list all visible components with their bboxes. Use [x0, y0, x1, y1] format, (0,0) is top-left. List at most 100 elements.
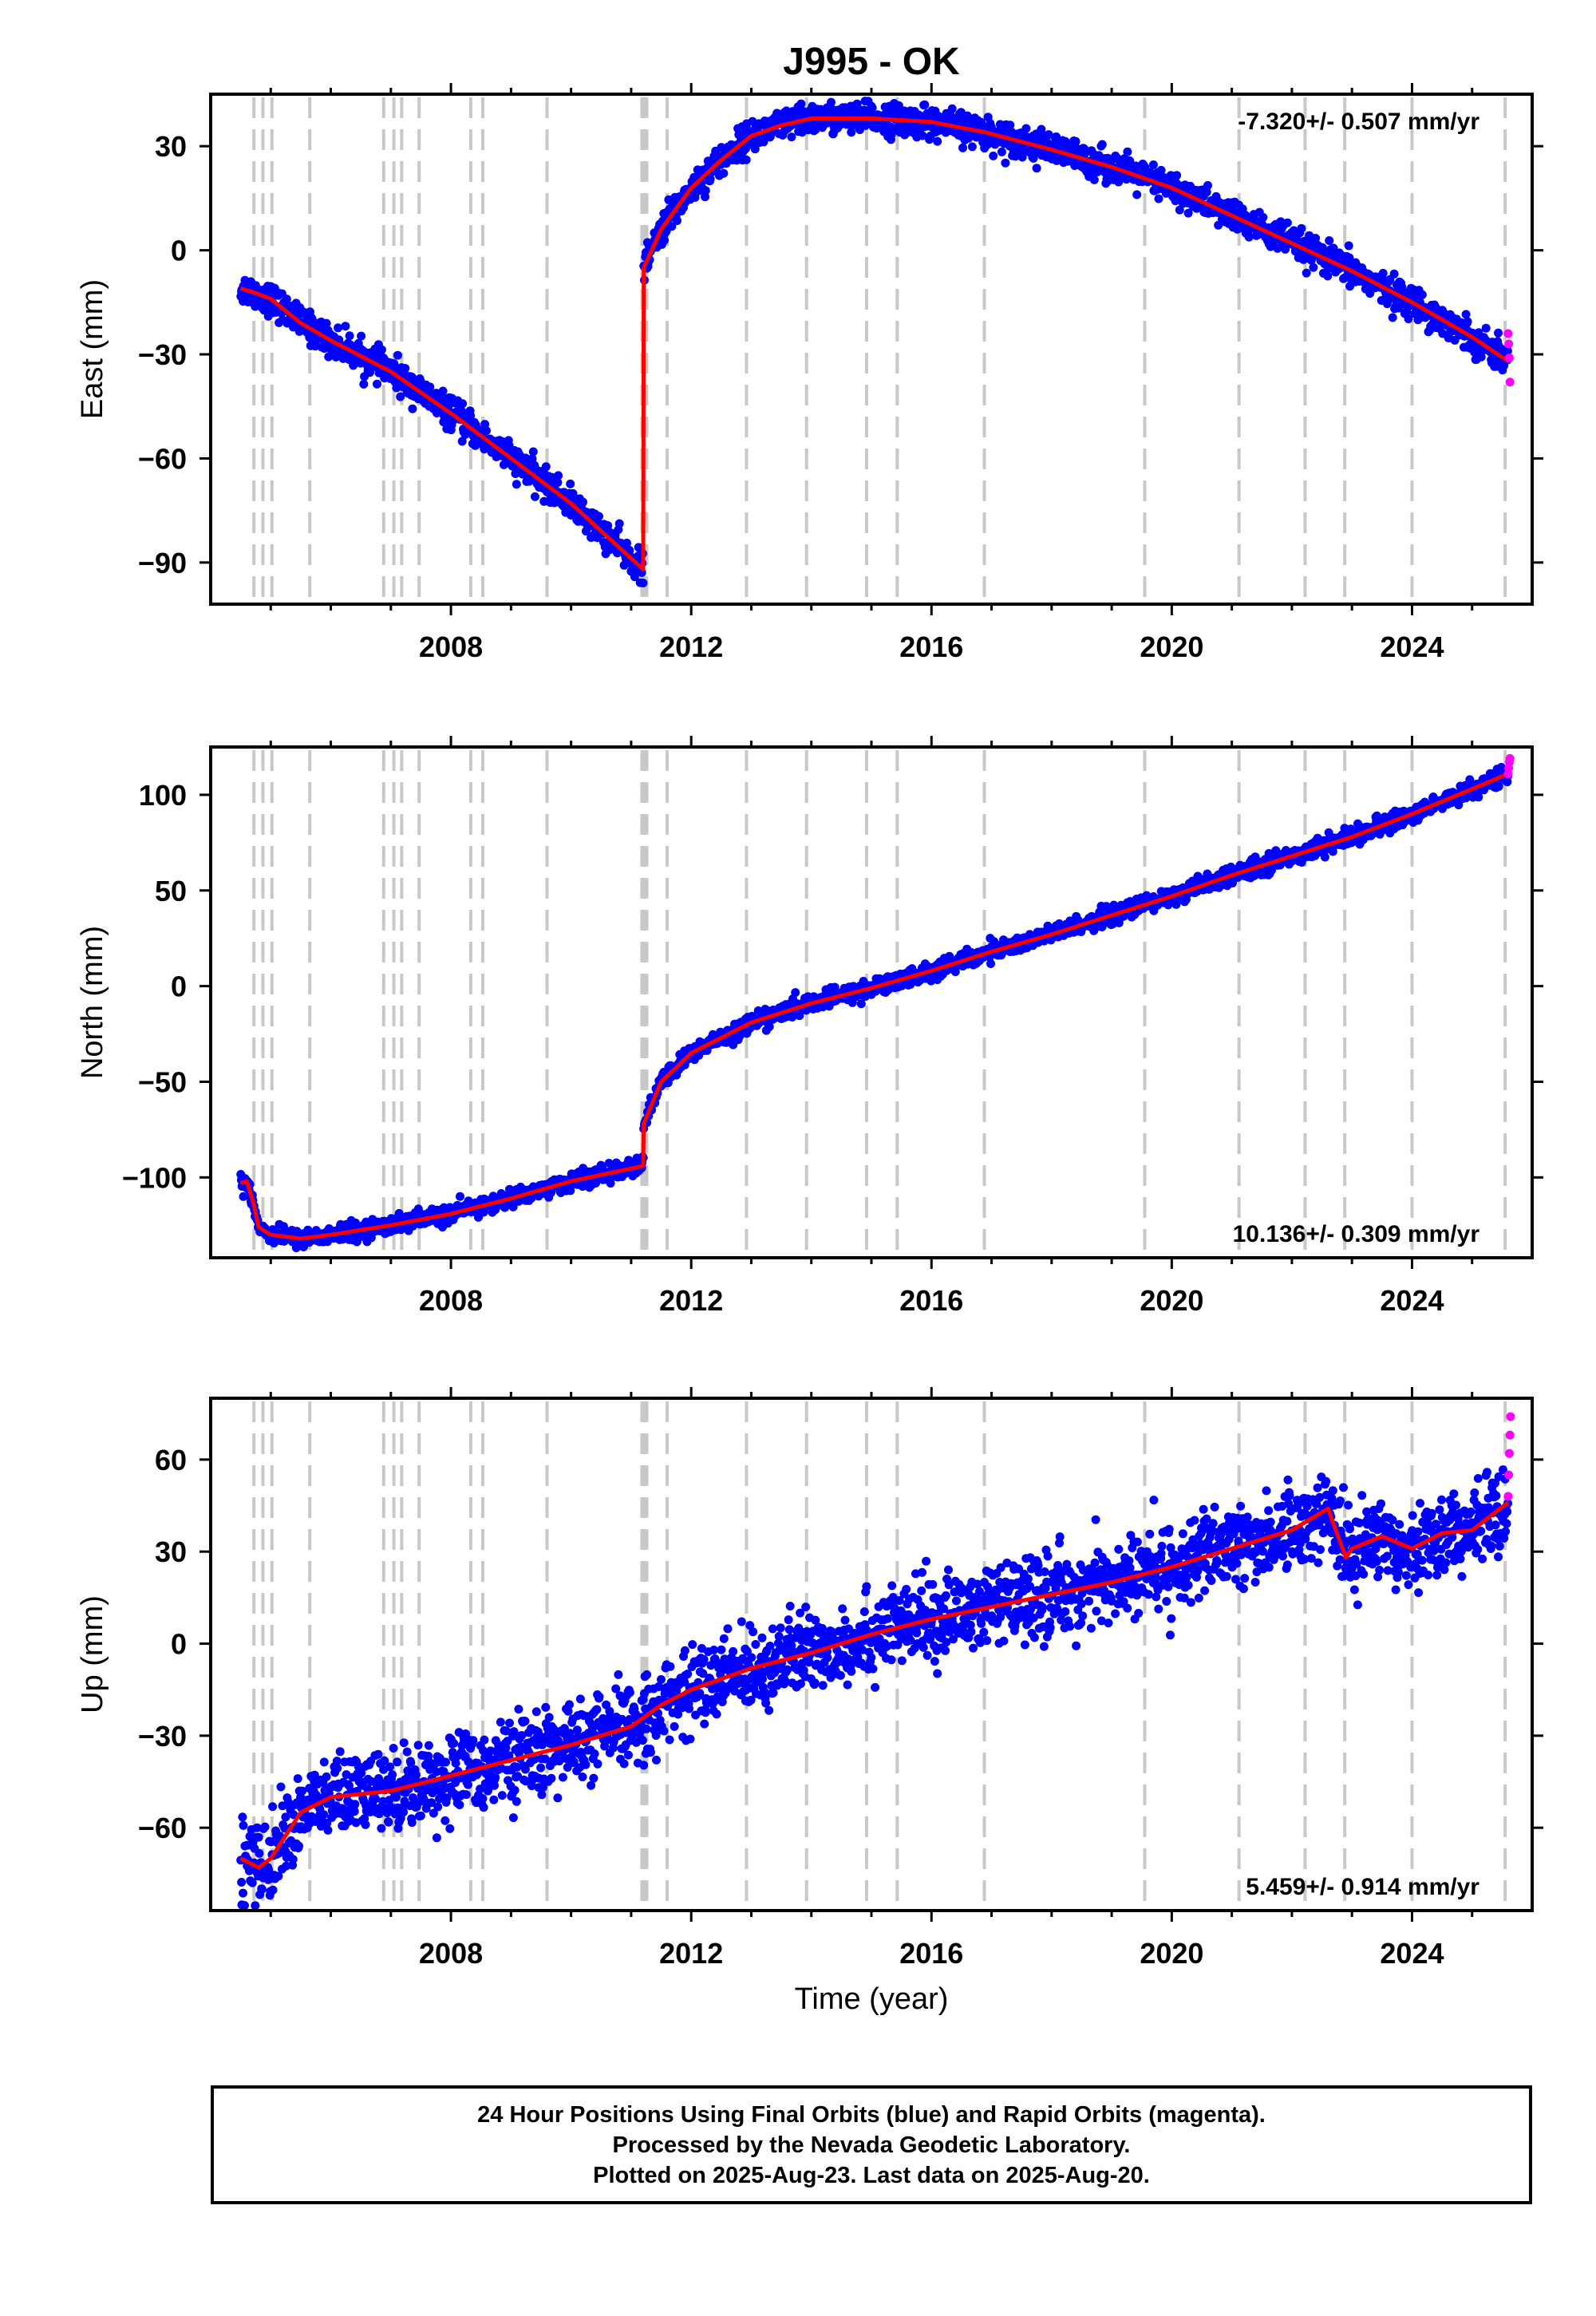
x-tick-label: 2016: [899, 1284, 963, 1317]
y-tick-label: 50: [155, 875, 187, 907]
y-tick-label: 30: [155, 130, 187, 163]
x-tick-label: 2020: [1140, 630, 1203, 663]
final-orbit-point: [1172, 171, 1182, 180]
y-tick-label: 0: [171, 970, 187, 1003]
final-orbit-point: [1001, 158, 1010, 168]
final-orbit-point: [1097, 140, 1107, 149]
final-orbit-point: [541, 462, 551, 472]
x-tick-label: 2012: [659, 1284, 723, 1317]
final-orbit-point: [345, 331, 354, 341]
final-orbit-point: [705, 174, 715, 184]
final-orbit-point: [438, 386, 448, 396]
final-orbit-point: [531, 492, 539, 501]
y-tick-label: −100: [122, 1161, 187, 1194]
final-orbit-point: [638, 579, 648, 587]
final-orbit-point: [393, 350, 402, 360]
final-orbit-point: [1417, 290, 1427, 299]
final-orbit-point: [622, 539, 631, 547]
final-orbit-point: [1071, 136, 1080, 146]
final-orbit-point: [614, 519, 624, 528]
final-orbit-point: [566, 479, 575, 488]
final-orbit-point: [827, 97, 836, 107]
plot-frame: [209, 93, 1534, 606]
final-orbit-point: [401, 364, 410, 373]
y-tick-label: −50: [138, 1065, 187, 1098]
final-orbit-point: [1481, 323, 1491, 333]
final-orbit-point: [554, 471, 563, 480]
y-tick-label: −60: [138, 442, 187, 475]
final-orbit-point: [1032, 164, 1041, 173]
final-orbit-point: [1132, 190, 1142, 200]
x-tick-label: 2008: [419, 630, 483, 663]
final-orbit-point: [1378, 268, 1388, 278]
final-orbit-point: [701, 192, 709, 202]
final-orbit-point: [667, 222, 677, 231]
final-orbit-point: [933, 136, 942, 146]
final-orbit-point: [1005, 121, 1015, 130]
final-orbit-point: [1302, 268, 1311, 278]
final-orbit-point: [482, 426, 491, 436]
final-orbit-point: [408, 404, 417, 413]
chart-title: J995 - OK: [783, 41, 960, 83]
final-orbit-point: [741, 155, 751, 164]
x-tick-label: 2008: [419, 1284, 483, 1317]
final-orbit-point: [1175, 205, 1184, 215]
final-orbit-point: [1258, 212, 1268, 222]
final-orbit-point: [357, 331, 366, 341]
model-line: [239, 116, 1510, 571]
x-tick-label: 2016: [899, 630, 963, 663]
final-orbit-point: [1389, 269, 1399, 279]
rapid-orbit-point: [1504, 353, 1514, 362]
rapid-orbit-point: [1505, 377, 1515, 387]
final-orbit-point: [701, 186, 710, 196]
final-orbit-point: [341, 322, 350, 331]
final-orbit-points: [236, 763, 1512, 1252]
final-orbit-point: [856, 999, 866, 1009]
final-orbit-point: [1021, 124, 1031, 133]
final-orbit-point: [1325, 236, 1334, 245]
final-orbit-point: [595, 512, 603, 521]
final-orbit-point: [1320, 852, 1329, 862]
final-orbit-point: [673, 216, 681, 225]
final-orbit-point: [750, 144, 760, 154]
final-orbit-point: [1203, 180, 1212, 190]
panels: 2008 2012 2016 2020 2024 30 0 −30 −60 −90 East (mm…: [76, 83, 1543, 1970]
final-orbit-point: [1148, 160, 1158, 169]
final-orbit-point: [660, 235, 669, 245]
final-orbit-point: [1388, 313, 1397, 322]
final-orbit-point: [1461, 310, 1471, 319]
final-orbit-point: [1463, 317, 1472, 326]
final-orbit-point: [1344, 241, 1353, 251]
y-tick-label: −90: [138, 547, 187, 579]
final-orbit-point: [867, 103, 877, 113]
final-orbit-point: [1089, 175, 1099, 184]
final-orbit-point: [1202, 188, 1211, 197]
y-axis-label: North (mm): [76, 926, 109, 1079]
final-orbit-point: [1309, 263, 1318, 272]
final-orbit-point: [512, 480, 521, 489]
final-orbit-point: [511, 469, 520, 478]
rapid-orbit-point: [1505, 753, 1515, 763]
final-orbit-point: [528, 447, 538, 456]
final-orbit-point: [690, 192, 700, 202]
final-orbit-point: [791, 988, 800, 998]
final-orbit-point: [359, 379, 369, 389]
final-orbit-point: [796, 99, 806, 109]
y-tick-label: −30: [138, 338, 187, 371]
final-orbit-point: [1244, 232, 1254, 242]
plot-frame: [209, 745, 1534, 1259]
x-tick-label: 2024: [1380, 1284, 1444, 1317]
y-tick-label: 100: [139, 779, 187, 812]
y-axis-label: East (mm): [76, 279, 109, 419]
final-orbit-point: [579, 497, 587, 507]
final-orbit-point: [958, 143, 967, 152]
final-orbit-point: [1156, 165, 1166, 175]
final-orbit-point: [967, 142, 977, 152]
final-orbit-point: [458, 399, 468, 409]
final-orbit-point: [466, 411, 476, 421]
final-orbit-point: [396, 392, 405, 401]
y-tick-label: 0: [171, 235, 187, 267]
final-orbit-point: [918, 131, 927, 140]
